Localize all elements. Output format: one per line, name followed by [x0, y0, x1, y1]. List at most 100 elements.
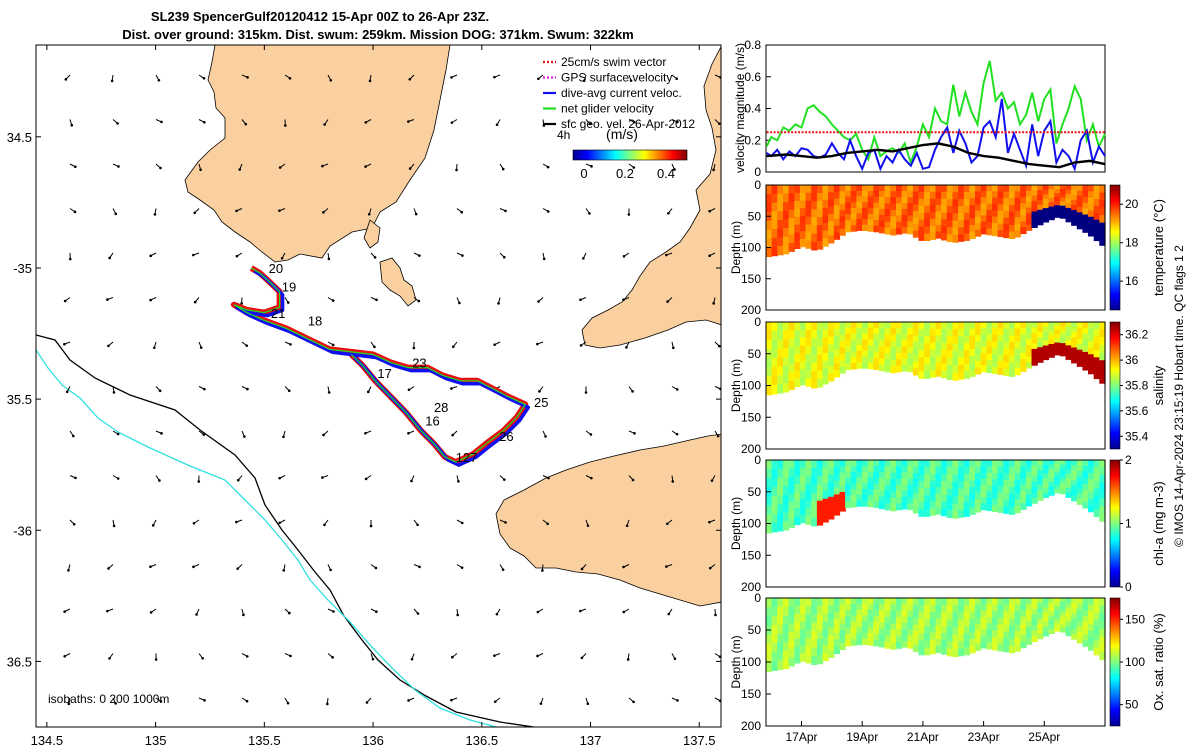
section-cell [879, 214, 886, 222]
section-cell [833, 356, 841, 364]
section-cell [997, 185, 1004, 192]
section-cell [1054, 480, 1061, 486]
section-cell [1093, 640, 1100, 649]
section-cell [1071, 185, 1078, 191]
section-cell [1059, 606, 1067, 612]
section-cell [946, 220, 954, 228]
vector-arrow-head [203, 699, 206, 702]
colorbar-tick-label: 1 [1125, 517, 1132, 531]
section-cell [890, 598, 897, 605]
section-cell [912, 486, 920, 494]
section-cell [1003, 322, 1010, 330]
section-cell [941, 605, 948, 613]
map-ytick-label: -35 [13, 261, 32, 276]
section-cell [980, 365, 987, 373]
section-cell [1009, 604, 1016, 613]
section-cell [896, 322, 903, 329]
section-cell [833, 185, 841, 193]
section-cell [788, 598, 795, 608]
vector-arrow-head [199, 168, 202, 172]
section-cell [901, 215, 908, 222]
section-cell [783, 598, 790, 608]
section-cell [1099, 490, 1106, 499]
section-cell [1065, 612, 1072, 618]
section-cell [1088, 367, 1095, 375]
section-cell [929, 501, 937, 509]
section-cell [986, 328, 993, 336]
section-cell [766, 193, 773, 204]
section-cell [912, 493, 920, 501]
section-cell [850, 225, 858, 232]
section-cell [997, 204, 1004, 212]
section-cell [1003, 506, 1010, 514]
section-cell [986, 629, 993, 637]
section-cell [867, 322, 874, 329]
section-cell [783, 374, 790, 384]
section-cell [879, 191, 886, 198]
section-cell [912, 499, 920, 507]
section-cell [969, 487, 976, 495]
section-cell [963, 357, 971, 365]
section-cell [912, 624, 920, 632]
section-cell [924, 647, 931, 656]
section-cell [811, 476, 818, 486]
section-cell [788, 460, 795, 469]
vector-arrow-head [235, 209, 238, 213]
section-cell [912, 644, 920, 652]
section-cell [839, 222, 846, 230]
section-cell [969, 335, 976, 343]
vector-arrow-head [235, 254, 239, 258]
section-cell [929, 646, 937, 655]
section-cell [975, 598, 982, 606]
section-cell [924, 495, 931, 503]
section-cell [935, 632, 942, 640]
section-cell [839, 472, 846, 480]
section-cell [1071, 608, 1078, 614]
section-cell [862, 362, 869, 369]
section-cell [963, 371, 971, 379]
section-cell [907, 598, 914, 605]
section-cell [1054, 468, 1061, 473]
section-cell [918, 191, 925, 200]
section-cell [929, 611, 937, 620]
vector-arrow-head [416, 612, 420, 615]
section-cell [958, 227, 965, 235]
section-cell [1099, 230, 1106, 239]
vector-arrow-head [203, 121, 206, 124]
section-cell [907, 215, 914, 223]
section-cell [997, 335, 1004, 343]
vector-arrow-head [329, 79, 333, 82]
section-cell [912, 466, 920, 474]
section-cell [1042, 598, 1050, 604]
section-cell [969, 185, 976, 193]
section-cell [788, 502, 795, 512]
section-cell [822, 598, 829, 607]
section-cell [1054, 189, 1061, 194]
vector-arrow-head [364, 121, 368, 124]
section-ytick-label: 50 [748, 347, 762, 361]
vector-arrow-head [622, 610, 626, 614]
section-cell [1071, 322, 1078, 328]
section-cell [986, 598, 993, 605]
section-cell [980, 215, 987, 223]
section-cell [1082, 351, 1089, 359]
section-cell [783, 624, 790, 634]
section-cell [946, 343, 954, 352]
section-cell [890, 210, 897, 217]
colorbar-tick-label: 150 [1125, 612, 1145, 626]
vector-arrow-head [278, 209, 281, 212]
section-cell [952, 481, 959, 490]
section-cell [833, 218, 841, 227]
section-cell [856, 333, 863, 340]
section-cell [822, 637, 829, 646]
section-cell [845, 465, 852, 473]
section-cell [1014, 479, 1021, 487]
section-cell [969, 369, 976, 377]
section-cell [1042, 602, 1050, 608]
section-cell [896, 610, 903, 618]
section-cell [1059, 602, 1067, 607]
section-cell [811, 363, 818, 372]
section-cell [941, 501, 948, 510]
title-line-2: Dist. over ground: 315km. Dist. swum: 25… [122, 27, 634, 42]
